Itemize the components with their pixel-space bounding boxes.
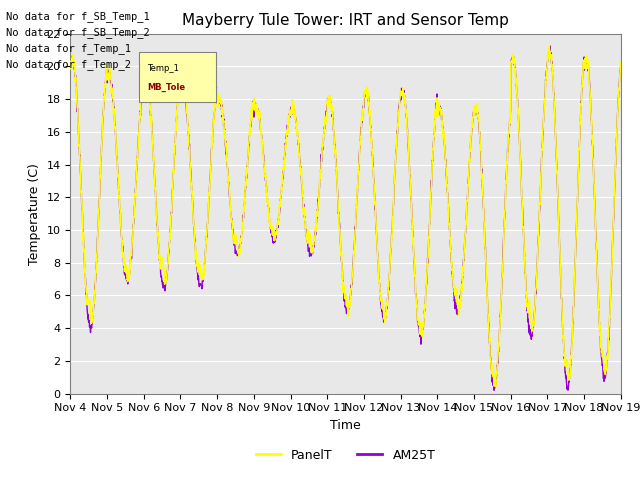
Text: No data for f_Temp_1: No data for f_Temp_1 <box>6 43 131 54</box>
Text: Temp_1: Temp_1 <box>147 64 179 73</box>
Legend: PanelT, AM25T: PanelT, AM25T <box>251 444 440 467</box>
Title: Mayberry Tule Tower: IRT and Sensor Temp: Mayberry Tule Tower: IRT and Sensor Temp <box>182 13 509 28</box>
FancyBboxPatch shape <box>140 51 216 102</box>
Text: MB_Tole: MB_Tole <box>147 83 186 92</box>
Text: No data for f_SB_Temp_1: No data for f_SB_Temp_1 <box>6 11 150 22</box>
Text: No data for f_SB_Temp_2: No data for f_SB_Temp_2 <box>6 27 150 38</box>
Y-axis label: Temperature (C): Temperature (C) <box>28 163 41 264</box>
Text: No data for f_Temp_2: No data for f_Temp_2 <box>6 59 131 70</box>
X-axis label: Time: Time <box>330 419 361 432</box>
